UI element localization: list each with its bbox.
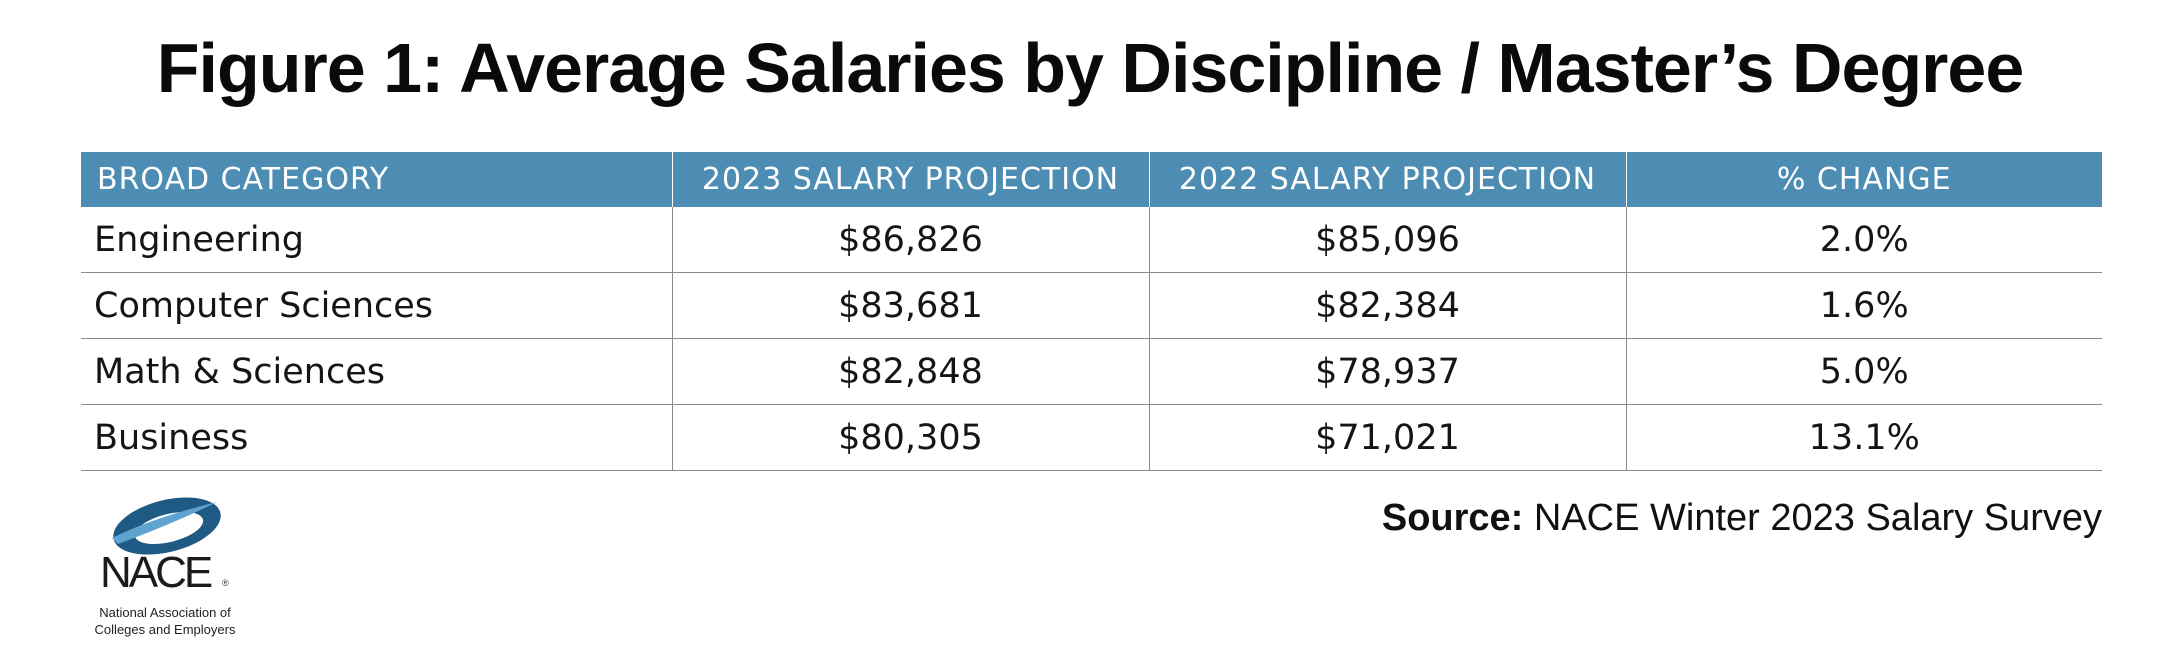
salary-2023-cell: $82,848	[672, 338, 1150, 405]
table-row: Math & Sciences $82,848 $78,937 5.0%	[81, 338, 2102, 405]
chart-title: Figure 1: Average Salaries by Discipline…	[156, 29, 2025, 107]
salary-2023-cell: $80,305	[672, 404, 1150, 471]
percent-change-cell: 1.6%	[1626, 272, 2102, 339]
table-row: Engineering $86,826 $85,096 2.0%	[81, 207, 2102, 273]
category-cell: Math & Sciences	[81, 338, 673, 405]
percent-change-cell: 2.0%	[1626, 207, 2102, 273]
column-header-2023-salary: 2023 SALARY PROJECTION	[672, 152, 1150, 207]
category-cell: Business	[81, 404, 673, 471]
header-row: BROAD CATEGORY 2023 SALARY PROJECTION 20…	[81, 152, 2102, 207]
table-row: Business $80,305 $71,021 13.1%	[81, 404, 2102, 471]
logo-subtitle-line-2: Colleges and Employers	[94, 622, 236, 637]
percent-change-cell: 5.0%	[1626, 338, 2102, 405]
logo-subtitle-line-1: National Association of	[99, 605, 231, 620]
salary-2023-cell: $86,826	[672, 207, 1150, 273]
source-text: NACE Winter 2023 Salary Survey	[1523, 497, 2102, 539]
column-header-percent-change: % CHANGE	[1626, 152, 2102, 207]
table-body: Engineering $86,826 $85,096 2.0% Compute…	[81, 207, 2102, 471]
source-note: Source: NACE Winter 2023 Salary Survey	[1382, 497, 2102, 540]
salary-2022-cell: $71,021	[1149, 404, 1627, 471]
table-row: Computer Sciences $83,681 $82,384 1.6%	[81, 272, 2102, 339]
salary-2022-cell: $78,937	[1149, 338, 1627, 405]
salary-table: BROAD CATEGORY 2023 SALARY PROJECTION 20…	[81, 152, 2102, 471]
salary-2022-cell: $82,384	[1149, 272, 1627, 339]
category-cell: Computer Sciences	[81, 272, 673, 339]
percent-change-cell: 13.1%	[1626, 404, 2102, 471]
column-header-broad-category: BROAD CATEGORY	[81, 152, 673, 207]
salary-2022-cell: $85,096	[1149, 207, 1627, 273]
registered-mark: ®	[222, 578, 229, 588]
logo-wordmark: NACE	[100, 548, 213, 597]
category-cell: Engineering	[81, 207, 673, 273]
salary-2023-cell: $83,681	[672, 272, 1150, 339]
source-label: Source:	[1381, 497, 1524, 539]
logo-subtitle: National Association of Colleges and Emp…	[82, 604, 248, 638]
table-header: BROAD CATEGORY 2023 SALARY PROJECTION 20…	[81, 152, 2102, 207]
nace-logo-icon	[112, 497, 221, 555]
column-header-2022-salary: 2022 SALARY PROJECTION	[1149, 152, 1627, 207]
